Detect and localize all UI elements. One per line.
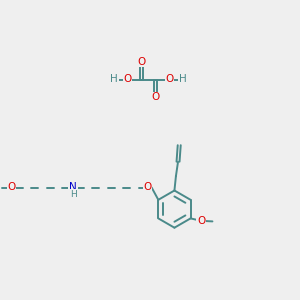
Text: H: H [179,74,187,85]
Text: O: O [137,57,146,67]
Text: O: O [197,216,205,226]
Text: O: O [123,74,132,85]
Text: O: O [143,182,152,193]
Text: O: O [7,182,16,193]
Text: H: H [70,190,77,199]
Text: N: N [69,182,77,193]
Text: H: H [110,74,118,85]
Text: O: O [152,92,160,102]
Text: O: O [165,74,174,85]
